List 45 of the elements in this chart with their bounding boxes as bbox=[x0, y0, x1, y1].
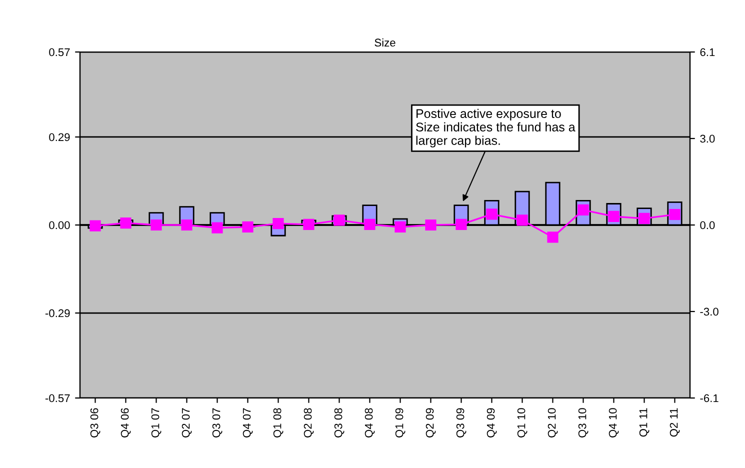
x-tick-label: Q4 09 bbox=[486, 408, 497, 438]
point bbox=[425, 219, 436, 231]
y-tick-label: 0.00 bbox=[49, 221, 70, 230]
point bbox=[547, 232, 558, 243]
x-tick-label: Q3 08 bbox=[334, 408, 344, 438]
x-tick-label: Q4 08 bbox=[364, 408, 375, 438]
point bbox=[120, 217, 132, 229]
point bbox=[181, 219, 192, 231]
point bbox=[364, 218, 376, 230]
x-tick-label: Q4 07 bbox=[242, 408, 253, 438]
y-tick-label: -0.29 bbox=[45, 309, 70, 318]
x-tick-label: Q1 08 bbox=[273, 408, 284, 438]
x-tick-label: Q2 08 bbox=[304, 408, 314, 438]
point bbox=[456, 218, 467, 230]
y-tick-label: -0.57 bbox=[45, 394, 70, 402]
x-tick-label: Q1 10 bbox=[517, 408, 528, 438]
x-tick-label: Q3 07 bbox=[212, 408, 222, 438]
chart-title: Size bbox=[374, 38, 396, 47]
x-tick-label: Q1 07 bbox=[151, 408, 162, 438]
x-tick-label: Q4 06 bbox=[120, 408, 131, 438]
point bbox=[516, 214, 528, 226]
x-tick-label: Q3 06 bbox=[90, 408, 100, 438]
x-tick-label: Q1 11 bbox=[639, 408, 650, 437]
point bbox=[90, 220, 101, 232]
point bbox=[394, 221, 406, 233]
x-tick-label: Q2 10 bbox=[548, 408, 558, 438]
x-tick-label: Q2 11 bbox=[670, 408, 680, 437]
y2-tick-label: 6.1 bbox=[700, 48, 715, 56]
y-tick-label: 0.57 bbox=[49, 48, 70, 56]
point bbox=[212, 222, 223, 234]
y2-tick-label: -3.0 bbox=[700, 308, 718, 316]
x-tick-label: Q3 09 bbox=[456, 408, 466, 438]
x-tick-label: Q4 10 bbox=[608, 408, 619, 438]
x-tick-label: Q2 09 bbox=[426, 408, 436, 438]
point bbox=[242, 221, 254, 233]
x-tick-label: Q3 10 bbox=[578, 408, 588, 438]
y-tick-label: 0.29 bbox=[49, 133, 70, 142]
point bbox=[272, 218, 284, 230]
annotation: Postive active exposure to Size indicates the fund has a larger cap bias. bbox=[416, 108, 576, 148]
y2-tick-label: -6.1 bbox=[700, 394, 718, 402]
x-tick-label: Q1 09 bbox=[395, 408, 406, 438]
point bbox=[303, 218, 314, 230]
y2-tick-label: 3.0 bbox=[700, 134, 715, 143]
y2-tick-label: 0.0 bbox=[700, 221, 715, 230]
x-tick-label: Q2 07 bbox=[182, 408, 192, 438]
